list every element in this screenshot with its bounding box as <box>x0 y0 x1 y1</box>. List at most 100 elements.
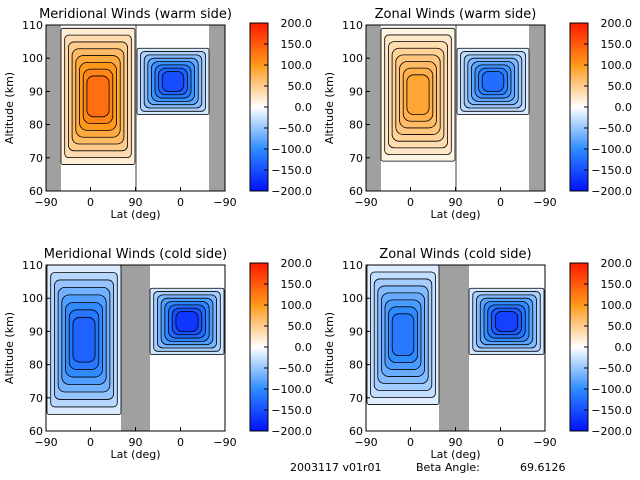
y-tick-label: 110 <box>22 259 43 272</box>
y-tick-label: 80 <box>349 119 363 132</box>
colorbar-tick-label: −150.0 <box>271 164 312 177</box>
contour-level <box>406 74 430 116</box>
colorbar-tick-label: 100.0 <box>281 299 313 312</box>
y-tick-label: 80 <box>349 359 363 372</box>
y-tick-label: 80 <box>29 359 43 372</box>
y-tick-label: 80 <box>29 119 43 132</box>
colorbar-tick-label: 50.0 <box>288 320 313 333</box>
x-tick-label: 90 <box>129 436 143 449</box>
colorbar-tick-label: 150.0 <box>601 278 633 291</box>
colorbar-tick-label: −100.0 <box>271 383 312 396</box>
y-axis-label: Altitude (km) <box>3 312 16 384</box>
x-tick-label: −90 <box>213 436 236 449</box>
y-tick-label: 110 <box>22 19 43 32</box>
colorbar-tick-label: 200.0 <box>601 257 633 270</box>
footer-beta-label: Beta Angle: <box>416 461 480 474</box>
y-tick-label: 70 <box>29 392 43 405</box>
x-tick-label: 90 <box>449 436 463 449</box>
colorbar-tick-label: 150.0 <box>281 38 313 51</box>
x-tick-label: −90 <box>34 436 57 449</box>
x-tick-label: 0 <box>87 436 94 449</box>
colorbar-tick-label: 200.0 <box>281 17 313 30</box>
x-tick-label: −90 <box>34 196 57 209</box>
contour-level <box>481 71 505 92</box>
colorbar-tick-label: −50.0 <box>598 122 632 135</box>
panel-2: Meridional Winds (cold side) 60 70 80 90 100 1… <box>3 247 312 461</box>
colorbar-tick-label: −100.0 <box>271 143 312 156</box>
footer-beta-value: 69.6126 <box>520 461 566 474</box>
colorbar-tick-label: 50.0 <box>608 320 633 333</box>
colorbar-tick-label: 50.0 <box>608 80 633 93</box>
footer-date-version: 2003117 v01r01 <box>290 461 382 474</box>
y-tick-label: 70 <box>349 152 363 165</box>
y-tick-label: 90 <box>29 85 43 98</box>
colorbar-tick-label: 150.0 <box>601 38 633 51</box>
panel-1: Zonal Winds (warm side) 60 70 80 90 100 110 −90… <box>323 7 632 221</box>
missing-data-mask <box>529 25 545 191</box>
chart-title: Meridional Winds (warm side) <box>39 7 232 22</box>
x-axis-label: Lat (deg) <box>111 208 161 221</box>
colorbar-tick-label: 0.0 <box>295 101 313 114</box>
missing-data-mask <box>209 25 225 191</box>
colorbar-tick-label: −100.0 <box>591 383 632 396</box>
colorbar-tick-label: 0.0 <box>295 341 313 354</box>
missing-data-mask <box>439 265 469 431</box>
y-tick-label: 60 <box>29 185 43 198</box>
x-tick-label: −90 <box>533 436 556 449</box>
contour-level <box>161 71 185 92</box>
chart-title: Meridional Winds (cold side) <box>44 247 227 262</box>
y-axis-label: Altitude (km) <box>323 312 336 384</box>
colorbar-tick-label: 100.0 <box>601 59 633 72</box>
y-tick-label: 70 <box>349 392 363 405</box>
y-tick-label: 100 <box>22 292 43 305</box>
y-tick-label: 60 <box>29 425 43 438</box>
y-tick-label: 90 <box>29 325 43 338</box>
panel-3: Zonal Winds (cold side) 60 70 80 90 100 110 −90… <box>323 247 632 461</box>
colorbar-tick-label: −150.0 <box>271 404 312 417</box>
colorbar-tick-label: −50.0 <box>278 122 312 135</box>
y-tick-label: 100 <box>342 292 363 305</box>
x-axis-label: Lat (deg) <box>431 208 481 221</box>
colorbar-tick-label: −200.0 <box>271 185 312 198</box>
y-tick-label: 60 <box>349 425 363 438</box>
colorbar-tick-label: 50.0 <box>288 80 313 93</box>
colorbar-tick-label: 100.0 <box>601 299 633 312</box>
colorbar-tick-label: 0.0 <box>615 101 633 114</box>
colorbar-tick-label: 150.0 <box>281 278 313 291</box>
y-tick-label: 60 <box>349 185 363 198</box>
colorbar-tick-label: 100.0 <box>281 59 313 72</box>
colorbar-tick-label: 200.0 <box>281 257 313 270</box>
colorbar-tick-label: −50.0 <box>278 362 312 375</box>
y-tick-label: 100 <box>342 52 363 65</box>
y-axis-label: Altitude (km) <box>323 72 336 144</box>
x-axis-label: Lat (deg) <box>431 448 481 461</box>
colorbar-tick-label: −200.0 <box>271 425 312 438</box>
x-tick-label: 0 <box>87 196 94 209</box>
x-tick-label: 0 <box>177 196 184 209</box>
x-tick-label: −90 <box>533 196 556 209</box>
contour-level <box>391 313 415 357</box>
contour-level <box>494 311 519 332</box>
x-tick-label: 0 <box>407 196 414 209</box>
chart-title: Zonal Winds (cold side) <box>379 247 531 262</box>
x-tick-label: 0 <box>497 436 504 449</box>
y-tick-label: 100 <box>22 52 43 65</box>
colorbar-tick-label: −100.0 <box>591 143 632 156</box>
missing-data-mask <box>46 25 61 191</box>
panel-0: Meridional Winds (warm side) 60 70 80 90 100 1… <box>3 7 312 221</box>
y-tick-label: 110 <box>342 259 363 272</box>
x-axis-label: Lat (deg) <box>111 448 161 461</box>
missing-data-mask <box>121 265 150 431</box>
y-tick-label: 70 <box>29 152 43 165</box>
colorbar-tick-label: −200.0 <box>591 425 632 438</box>
colorbar-tick-label: 200.0 <box>601 17 633 30</box>
y-tick-label: 110 <box>342 19 363 32</box>
contour-level <box>86 75 110 118</box>
contour-level <box>175 311 199 332</box>
y-tick-label: 90 <box>349 325 363 338</box>
panel-divider <box>135 25 137 191</box>
colorbar-tick-label: −150.0 <box>591 164 632 177</box>
y-tick-label: 90 <box>349 85 363 98</box>
colorbar-tick-label: 0.0 <box>615 341 633 354</box>
colorbar-tick-label: −150.0 <box>591 404 632 417</box>
